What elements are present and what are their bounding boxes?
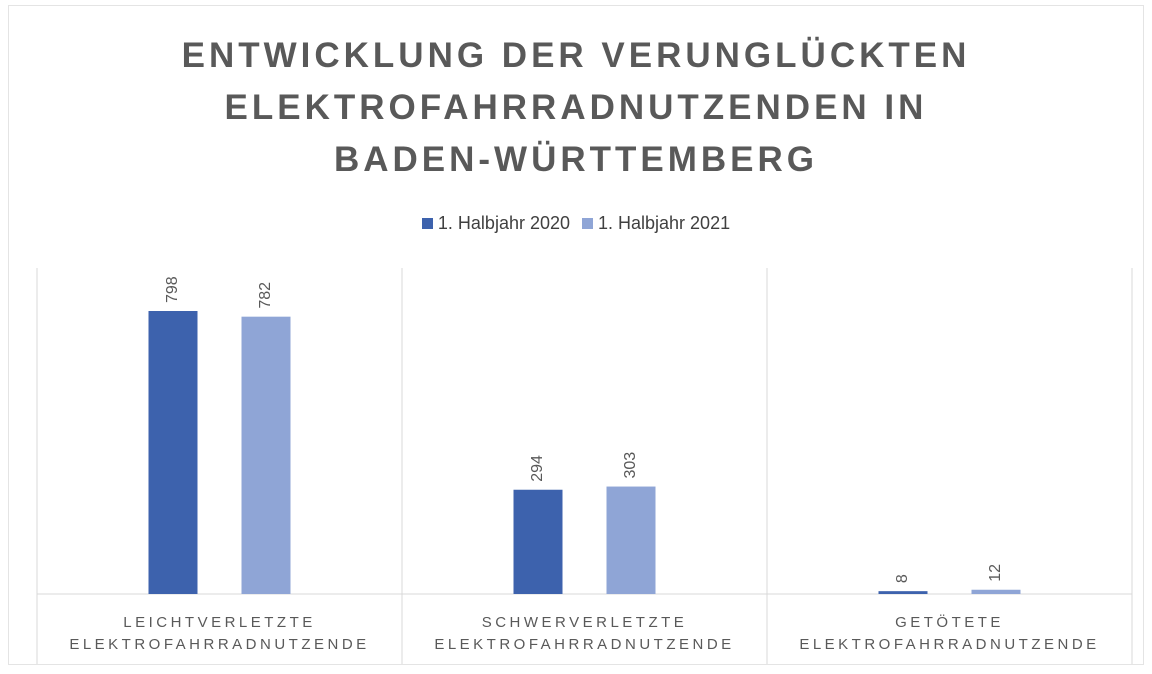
legend-label: 1. Halbjahr 2021: [598, 213, 731, 233]
data-label: 798: [164, 276, 181, 303]
data-label: 12: [987, 564, 1004, 582]
bar: [606, 486, 656, 594]
bar: [971, 589, 1021, 594]
bar: [513, 489, 563, 594]
legend-item: 1. Halbjahr 2021: [582, 213, 730, 234]
chart-title: ENTWICKLUNG DER VERUNGLÜCKTEN ELEKTROFAH…: [181, 36, 971, 179]
x-tick-label: GETÖTETE ELEKTROFAHRRADNUTZENDE: [799, 614, 1100, 653]
legend-label: 1. Halbjahr 2020: [437, 213, 570, 233]
bar: [878, 591, 928, 594]
legend: 1. Halbjahr 2020 1. Halbjahr 2021: [0, 213, 1152, 234]
data-label: 8: [894, 574, 911, 583]
legend-swatch: [582, 218, 593, 229]
x-tick-label: LEICHTVERLETZTE ELEKTROFAHRRADNUTZENDE: [69, 614, 370, 653]
legend-swatch: [421, 218, 433, 229]
bar: [148, 311, 198, 594]
data-label: 294: [529, 455, 546, 482]
data-label: 303: [622, 452, 639, 479]
x-tick-label: SCHWERVERLETZTE ELEKTROFAHRRADNUTZENDE: [434, 614, 735, 653]
legend-item: 1. Halbjahr 2020: [421, 213, 570, 234]
bar: [241, 316, 291, 594]
chart-frame: [8, 5, 1144, 665]
data-label: 782: [257, 282, 274, 309]
